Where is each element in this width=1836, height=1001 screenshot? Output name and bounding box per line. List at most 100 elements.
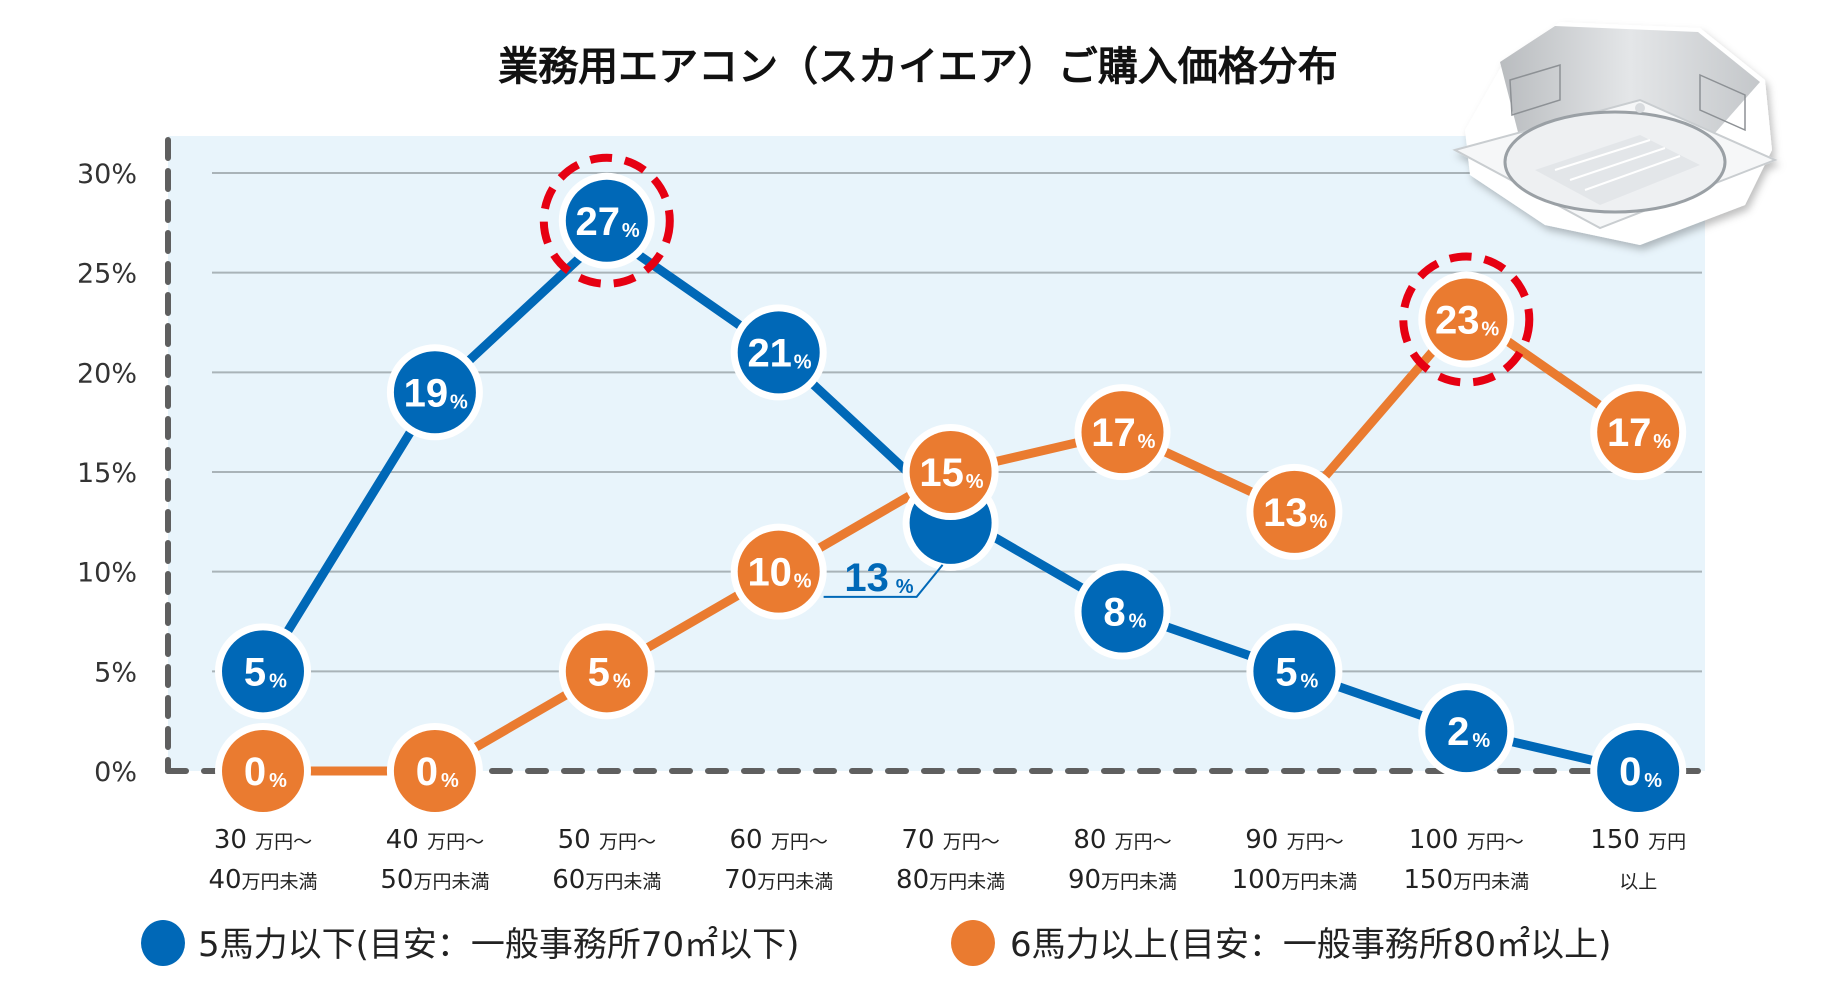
highlight-ring [1399, 252, 1534, 387]
marker-circle [1425, 690, 1508, 773]
data-label-percent: % [966, 471, 984, 493]
data-label-percent: % [441, 770, 459, 792]
marker-circle [1253, 470, 1336, 553]
data-label: 0 [1619, 750, 1641, 794]
x-tick-label: 40 万円〜 50万円未満 [380, 825, 489, 895]
data-label: 2 [1447, 710, 1469, 754]
data-point-orange: 17% [1590, 384, 1687, 481]
data-label-percent: % [794, 571, 812, 593]
marker-circle [1425, 278, 1508, 361]
y-tick-label: 5% [94, 657, 137, 688]
marker-circle [909, 431, 992, 513]
x-tick-label: 80 万円〜 90万円未満 [1068, 825, 1177, 895]
series-markers: 5 %19 %27 %21 %8 %5 %2 %0 %0% 0 %5 %10 %15 %17 %13 %23%… [215, 172, 1687, 819]
y-tick-label: 10% [77, 558, 137, 589]
data-point-blue: 5% [1246, 623, 1343, 720]
data-label: 8 [1103, 591, 1125, 635]
legend-swatch-blue [141, 920, 185, 966]
legend-item-6hp-or-more: 6馬力以上(目安：一般事務所80㎡以上) [951, 920, 1611, 966]
data-point-orange: 17% [1074, 384, 1171, 481]
data-label: 23 [1435, 299, 1480, 343]
data-label: 21 [747, 331, 792, 375]
data-label-percent: % [450, 391, 468, 413]
marker-circle [222, 630, 304, 713]
marker-circle [1081, 391, 1164, 474]
x-tick-label-line1: 60 万円〜 [730, 825, 828, 855]
x-tick-label-line1: 150 万円 [1590, 825, 1686, 855]
x-tick-label-line2: 40万円未満 [208, 865, 317, 895]
data-label-percent: % [1653, 431, 1671, 453]
callout-leader [823, 564, 944, 598]
highlight-ring [539, 153, 674, 288]
data-label-percent: % [1472, 730, 1490, 752]
y-tick-label: 30% [77, 159, 137, 190]
data-label-percent: % [1481, 319, 1499, 341]
highlight-rings [539, 153, 1534, 387]
data-label: 17 [1091, 411, 1136, 455]
x-tick-label-line1: 90 万円〜 [1245, 825, 1343, 855]
legend-label-5hp: 5馬力以下(目安：一般事務所70㎡以下) [198, 925, 799, 965]
x-tick-label-line1: 40 万円〜 [386, 825, 484, 855]
data-point-blue: 8% [1074, 563, 1171, 660]
data-point-blue: 5% [215, 623, 311, 720]
data-point-blue: 19% [386, 344, 483, 441]
x-tick-label: 70 万円〜 80万円未満 [896, 825, 1005, 895]
marker-circle [1081, 570, 1164, 653]
x-tick-label-line1: 100 万円〜 [1409, 825, 1524, 855]
data-point-orange: 15% [902, 424, 999, 520]
data-point-orange: 10% [730, 523, 827, 620]
marker-circle [393, 730, 476, 812]
y-tick-label: 20% [77, 358, 137, 389]
x-tick-label-line2: 80万円未満 [896, 865, 1005, 895]
data-point-blue: 21% [730, 304, 827, 401]
data-label: 0 [416, 750, 438, 794]
marker-circle [737, 311, 820, 394]
data-point-orange: 13% [1246, 463, 1343, 560]
data-point-orange: 0% [386, 723, 483, 819]
x-tick-label-line2: 100万円未満 [1232, 865, 1358, 895]
marker-circle [393, 351, 476, 434]
data-label-percent: % [622, 220, 640, 242]
x-tick-label-line2: 50万円未満 [380, 865, 489, 895]
data-point-orange: 0% [215, 723, 311, 819]
ceiling-cassette-air-conditioner-icon [1452, 22, 1778, 245]
data-label: 5 [588, 650, 610, 694]
data-label: 27 [576, 200, 621, 244]
legend-swatch-orange [951, 920, 995, 966]
data-point-orange: 23% [1418, 271, 1515, 368]
data-label-percent: % [794, 351, 812, 373]
x-tick-label: 90 万円〜 100万円未満 [1232, 825, 1358, 895]
callout-percent: % [896, 576, 914, 598]
marker-circle [737, 530, 820, 613]
data-label: 5 [1275, 650, 1297, 694]
x-tick-label-line2: 90万円未満 [1068, 865, 1177, 895]
data-label: 15 [919, 451, 964, 495]
callout-value: 13 [844, 556, 889, 600]
data-label-percent: % [1310, 511, 1328, 533]
data-label-percent: % [613, 670, 631, 692]
x-tick-label: 100 万円〜 150万円未満 [1403, 825, 1529, 895]
data-label: 17 [1607, 411, 1652, 455]
data-point-blue: 2% [1418, 683, 1515, 780]
x-tick-label-line2: 150万円未満 [1403, 865, 1529, 895]
data-label: 0 [244, 750, 266, 794]
data-point-blue: 27% [558, 172, 655, 269]
data-label: 19 [404, 371, 449, 415]
data-label-percent: % [269, 770, 287, 792]
marker-circle [222, 730, 304, 812]
x-axis-tick-labels: 30 万円〜 40万円未満 40 万円〜 50万円未満 50 万円〜 60万円未満 60 万… [208, 825, 1686, 895]
data-label: 10 [747, 551, 792, 595]
data-label-percent: % [269, 670, 287, 692]
marker-circle [1253, 630, 1336, 713]
x-tick-label-line1: 70 万円〜 [901, 825, 999, 855]
x-tick-label: 30 万円〜 40万円未満 [208, 825, 317, 895]
y-axis-tick-labels: 0% 5% 10% 15% 20% 25% 30% [77, 159, 137, 788]
legend-label-6hp: 6馬力以上(目安：一般事務所80㎡以上) [1010, 925, 1611, 965]
x-tick-label-line1: 30 万円〜 [214, 825, 312, 855]
x-tick-label: 50 万円〜 60万円未満 [552, 825, 661, 895]
data-point-blue: 0% [1590, 723, 1687, 819]
marker-circle [1597, 730, 1680, 812]
data-label-percent: % [1301, 670, 1319, 692]
